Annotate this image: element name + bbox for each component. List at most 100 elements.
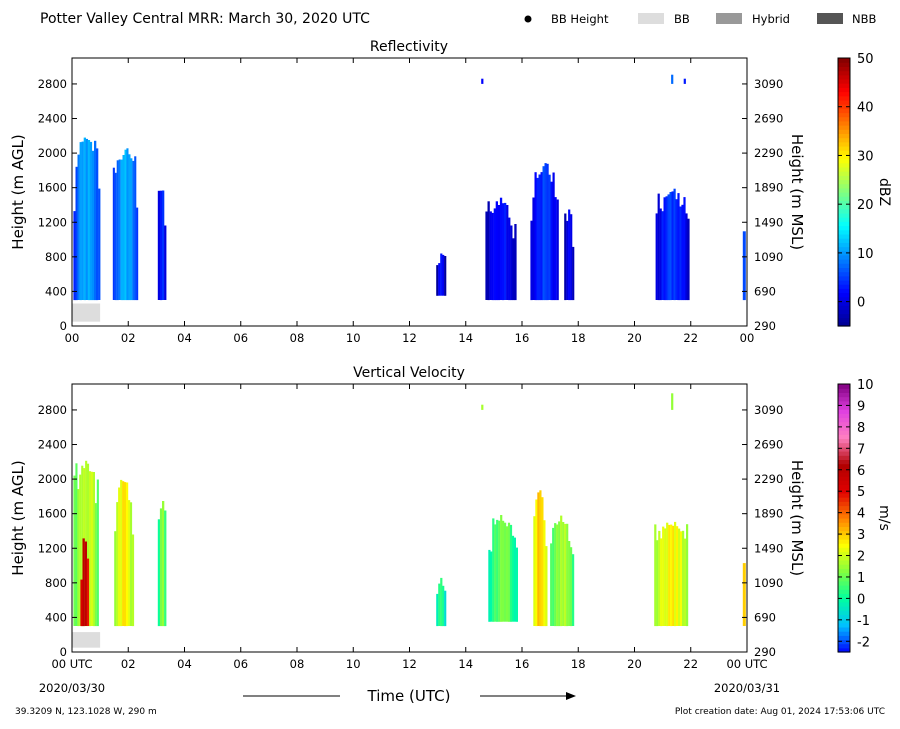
velocity-colorbar-segment — [838, 585, 850, 590]
reflectivity-panel: Reflectivity 00 02 04 06 08 10 12 14 16 18 20 22 000… — [9, 39, 892, 345]
reflectivity-echo-strip — [655, 213, 658, 300]
reflectivity-colorbar-segment — [838, 292, 850, 298]
reflectivity-y2-tick-label: 1090 — [754, 250, 783, 264]
reflectivity-echo-strip — [542, 166, 545, 301]
velocity-colorbar-segment — [838, 639, 850, 645]
velocity-colorbar-segment — [838, 647, 850, 653]
reflectivity-echo-strip — [159, 190, 163, 301]
reflectivity-colorbar-segment — [838, 250, 850, 256]
reflectivity-echo-strip — [79, 142, 82, 301]
velocity-echo-strip — [438, 583, 441, 626]
velocity-echo-strip — [572, 554, 575, 626]
bb-height-legend-marker — [524, 15, 532, 23]
reflectivity-echo-strip — [136, 207, 139, 301]
velocity-echo-strip — [672, 525, 675, 626]
reflectivity-echo-strip — [687, 218, 690, 301]
reflectivity-echo-strip — [440, 253, 443, 296]
reflectivity-echo-strip — [665, 196, 668, 301]
velocity-colorbar-segment — [838, 442, 850, 448]
velocity-echo-strip — [481, 404, 484, 410]
velocity-echo-strip — [568, 541, 571, 626]
reflectivity-colorbar-segment — [838, 78, 850, 84]
reflectivity-echo-strip — [122, 155, 125, 301]
reflectivity-colorbar-segment — [838, 279, 850, 285]
velocity-echo-strip — [506, 526, 509, 622]
reflectivity-echo-strip — [570, 214, 573, 301]
velocity-y-tick-label: 2400 — [38, 438, 67, 452]
reflectivity-colorbar-tick-label: 50 — [857, 52, 874, 67]
reflectivity-colorbar-segment — [838, 225, 850, 231]
velocity-x-tick-label: 08 — [290, 657, 305, 671]
reflectivity-colorbar-segment — [838, 83, 850, 88]
velocity-colorbar-segment — [838, 576, 850, 582]
reflectivity-x-tick-label: 22 — [683, 331, 698, 345]
velocity-echo-strip — [539, 490, 542, 627]
reflectivity-echo-strip — [96, 148, 99, 301]
reflectivity-echo-cell — [742, 231, 746, 301]
velocity-colorbar-segment — [838, 501, 850, 507]
reflectivity-echo-strip — [126, 148, 129, 301]
reflectivity-echo-strip — [536, 177, 539, 301]
reflectivity-colorbar-tick-label: 30 — [857, 149, 874, 164]
reflectivity-colorbar-segment — [838, 284, 850, 289]
velocity-colorbar-segment — [838, 626, 850, 632]
velocity-panel: Vertical Velocity 00 UTC 02 04 06 08 10 12 14 16… — [9, 365, 892, 671]
velocity-colorbar-segment — [838, 597, 850, 603]
reflectivity-echo-strip — [683, 78, 686, 84]
reflectivity-echo-strip — [685, 213, 688, 301]
reflectivity-y-tick-label: 1200 — [38, 215, 67, 229]
velocity-echo-cell — [436, 577, 447, 627]
reflectivity-colorbar-segment — [838, 154, 850, 160]
velocity-colorbar-segment — [838, 534, 850, 540]
reflectivity-ylabel: Height (m AGL) — [9, 134, 27, 249]
velocity-x-tick-label: 22 — [683, 657, 698, 671]
velocity-colorbar-segment — [838, 434, 850, 440]
velocity-echo-strip — [537, 492, 540, 626]
velocity-echo-strip — [670, 524, 673, 627]
velocity-colorbar-segment — [838, 610, 850, 615]
velocity-echo-strip — [114, 531, 117, 627]
reflectivity-echo-strip — [550, 181, 553, 301]
velocity-echo-strip — [75, 463, 78, 626]
reflectivity-colorbar-segment — [838, 150, 850, 155]
reflectivity-x-tick-label: 14 — [458, 331, 473, 345]
reflectivity-echo-strip — [444, 256, 447, 296]
velocity-echo-strip — [92, 472, 95, 627]
reflectivity-echo-cell — [564, 209, 575, 301]
reflectivity-echo-strip — [504, 202, 507, 300]
reflectivity-echo-strip — [538, 174, 541, 301]
site-coordinates: 39.3209 N, 123.1028 W, 290 m — [15, 707, 157, 717]
reflectivity-colorbar-segment — [838, 62, 850, 67]
velocity-echo-strip — [157, 519, 161, 627]
velocity-colorbar-segment — [838, 492, 850, 498]
velocity-colorbar-segment — [838, 488, 850, 494]
velocity-echo-strip — [79, 474, 82, 626]
velocity-echo-strip — [120, 479, 123, 627]
velocity-echo-strip — [94, 503, 97, 627]
velocity-y2-tick-label: 290 — [754, 645, 776, 659]
reflectivity-echo-strip — [132, 160, 135, 301]
reflectivity-echo-strip — [669, 192, 672, 301]
velocity-x-tick-label: 00 UTC — [726, 657, 767, 671]
velocity-y2-tick-label: 2690 — [754, 438, 783, 452]
reflectivity-colorbar-tick-label: 40 — [857, 101, 874, 116]
reflectivity-colorbar-segment — [838, 74, 850, 80]
reflectivity-colorbar-segment — [838, 305, 850, 310]
reflectivity-echo-strip — [91, 150, 95, 301]
velocity-colorbar-segment — [838, 446, 850, 452]
velocity-colorbar-segment — [838, 559, 850, 565]
reflectivity-echo-strip — [164, 225, 167, 300]
velocity-echo-strip — [554, 523, 557, 627]
velocity-colorbar-tick-label: 7 — [857, 442, 865, 457]
velocity-colorbar-segment — [838, 384, 850, 389]
reflectivity-colorbar-segment — [838, 87, 850, 93]
velocity-x-tick-label: 16 — [515, 657, 530, 671]
velocity-echo-strip — [490, 551, 493, 622]
reflectivity-x-tick-label: 00 — [65, 331, 80, 345]
velocity-colorbar-segment — [838, 526, 850, 532]
velocity-colorbar-segment — [838, 622, 850, 628]
velocity-echo-strip — [77, 489, 80, 627]
bb-legend-swatch — [638, 13, 664, 24]
velocity-echo-strip — [533, 516, 536, 626]
reflectivity-y-tick-label: 0 — [60, 319, 67, 333]
